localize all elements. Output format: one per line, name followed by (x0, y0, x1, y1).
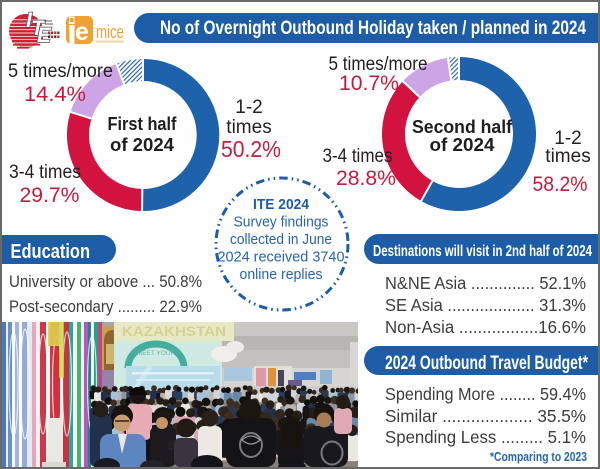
svg-text:2024 received 3740: 2024 received 3740 (218, 250, 345, 266)
svg-text:Second half: Second half (412, 117, 513, 137)
svg-text:online replies: online replies (240, 267, 323, 283)
svg-text:KAZAKHSTAN: KAZAKHSTAN (122, 324, 226, 339)
svg-text:T: T (31, 17, 46, 40)
svg-text:58.2%: 58.2% (533, 173, 588, 196)
svg-text:ITE 2024: ITE 2024 (253, 196, 310, 213)
svg-text:*Comparing to 2023: *Comparing to 2023 (490, 449, 587, 464)
svg-text:50.2%: 50.2% (221, 136, 281, 162)
svg-text:Spending More ........ 59.4%: Spending More ........ 59.4% (385, 384, 586, 404)
svg-text:Post-secondary ......... 22.9%: Post-secondary ......... 22.9% (9, 298, 202, 316)
svg-text:Spending Less ......... 5.1%: Spending Less ......... 5.1% (385, 427, 586, 447)
svg-text:3-4 times: 3-4 times (323, 146, 393, 167)
svg-text:e: e (75, 18, 89, 46)
svg-text:Similar ................... 3: Similar ................... 35.5% (385, 406, 586, 426)
svg-text:5 times/more: 5 times/more (329, 54, 428, 75)
svg-text:SE Asia ................... 31: SE Asia ................... 31.3% (385, 295, 586, 315)
svg-text:times: times (226, 117, 271, 138)
svg-text:I: I (26, 9, 33, 32)
svg-text:1-2: 1-2 (554, 128, 581, 149)
svg-text:29.7%: 29.7% (20, 184, 80, 207)
svg-text:3-4 times: 3-4 times (9, 162, 81, 183)
svg-text:Destinations will visit in 2nd: Destinations will visit in 2nd half of 2… (373, 243, 592, 260)
svg-text:14.4%: 14.4% (24, 83, 86, 106)
svg-text:No of Overnight Outbound Holid: No of Overnight Outbound Holiday taken /… (160, 18, 586, 39)
svg-text:Survey findings: Survey findings (234, 215, 329, 231)
svg-text:times: times (545, 146, 590, 167)
svg-text:2024 Outbound Travel Budget*: 2024 Outbound Travel Budget* (385, 353, 588, 374)
svg-text:10.7%: 10.7% (339, 72, 399, 95)
svg-text:E: E (37, 24, 52, 47)
svg-text:University or above ... 50.8%: University or above ... 50.8% (9, 273, 202, 291)
svg-text:mice: mice (96, 22, 124, 42)
svg-text:collected in June: collected in June (230, 232, 332, 248)
svg-text:5 times/more: 5 times/more (8, 61, 113, 82)
svg-text:Education: Education (11, 241, 91, 263)
svg-text:N&NE Asia .............. 52.1%: N&NE Asia .............. 52.1% (385, 273, 586, 293)
svg-text:Non-Asia .................16.6: Non-Asia .................16.6% (385, 317, 586, 337)
svg-text:of 2024: of 2024 (430, 135, 495, 155)
svg-text:1-2: 1-2 (235, 97, 262, 118)
svg-text:First half: First half (108, 114, 178, 134)
svg-text:of 2024: of 2024 (110, 135, 174, 155)
svg-text:MEET YOUR: MEET YOUR (137, 350, 176, 357)
svg-text:28.8%: 28.8% (336, 167, 396, 190)
